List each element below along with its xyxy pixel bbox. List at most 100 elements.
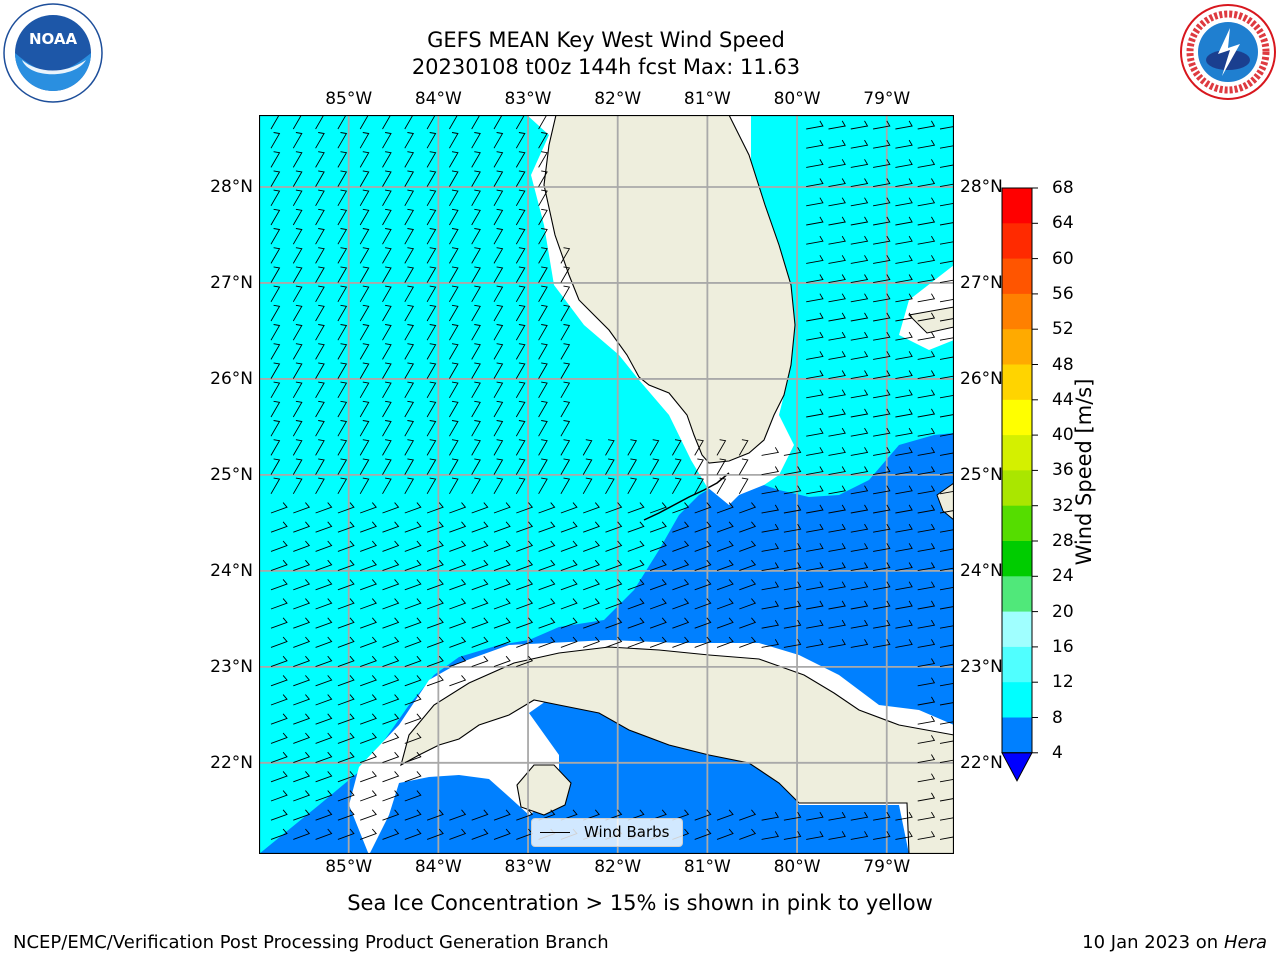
wind-barb xyxy=(939,811,954,821)
wind-barb xyxy=(293,732,311,744)
wind-barb xyxy=(270,477,281,495)
wind-barb xyxy=(828,216,846,226)
wind-barb xyxy=(315,189,325,207)
wind-barb xyxy=(360,675,377,687)
wind-barb xyxy=(315,751,333,764)
wind-barb xyxy=(873,139,891,149)
wind-barb xyxy=(360,598,377,610)
wind-barb xyxy=(850,811,869,821)
wind-barb xyxy=(850,370,869,380)
wind-barb xyxy=(493,400,504,418)
wind-barb xyxy=(426,189,437,207)
wind-barb xyxy=(404,170,415,187)
wind-barb xyxy=(359,458,370,475)
wind-barb xyxy=(404,285,415,303)
wind-barb xyxy=(359,208,370,226)
wind-barb xyxy=(806,523,824,533)
lon-tick-bottom: 83°W xyxy=(504,857,552,877)
wind-barb xyxy=(917,389,936,399)
colorbar-tick-label: 36 xyxy=(1052,460,1074,481)
wind-barb xyxy=(404,732,422,744)
wind-barb xyxy=(605,458,615,475)
wind-barb xyxy=(895,562,913,572)
lat-tick-right: 25°N xyxy=(960,464,1003,485)
lat-tick-left: 27°N xyxy=(210,272,253,293)
wind-barb xyxy=(694,828,712,840)
wind-barb xyxy=(337,189,348,207)
wind-barb xyxy=(806,408,824,418)
wind-barb xyxy=(850,159,869,168)
wind-barb xyxy=(360,559,377,572)
wind-barb xyxy=(850,831,869,840)
lon-tick-top: 81°W xyxy=(683,89,731,109)
colorbar-tick-label: 4 xyxy=(1052,742,1063,763)
wind-barb xyxy=(939,408,954,418)
wind-barb xyxy=(873,312,891,322)
wind-barb xyxy=(716,617,734,629)
wind-barb xyxy=(382,247,392,264)
wind-barb xyxy=(293,655,311,668)
wind-barb xyxy=(449,540,467,552)
wind-barb xyxy=(270,151,281,168)
wind-barb xyxy=(382,400,392,418)
wind-barb xyxy=(917,178,936,188)
wind-barb xyxy=(583,636,600,648)
wind-barb xyxy=(560,502,578,514)
wind-barb xyxy=(739,828,757,840)
wind-barb xyxy=(382,617,400,629)
wind-barb xyxy=(560,362,571,379)
wind-barb xyxy=(694,521,712,533)
wind-barb xyxy=(293,713,311,725)
wind-barb xyxy=(449,170,459,187)
wind-barb xyxy=(560,381,571,399)
wind-barb xyxy=(828,312,846,322)
wind-barb xyxy=(738,439,749,456)
wind-barb xyxy=(672,559,690,572)
wind-barb xyxy=(761,543,780,552)
wind-barb xyxy=(738,477,749,495)
colorbar-tick-label: 48 xyxy=(1052,354,1074,375)
wind-barb xyxy=(337,502,355,514)
wind-barb xyxy=(471,559,489,572)
wind-barb xyxy=(426,420,437,437)
wind-barb xyxy=(382,598,400,610)
wind-barb xyxy=(359,247,370,264)
lon-tick-bottom: 80°W xyxy=(773,857,821,877)
colorbar-segment xyxy=(1002,258,1032,295)
wind-barb xyxy=(471,343,481,360)
wind-barb xyxy=(828,619,846,629)
wind-barb xyxy=(449,285,459,303)
wind-barb xyxy=(270,790,288,802)
colorbar-extend-arrow xyxy=(1001,752,1033,782)
wind-barb xyxy=(337,771,355,783)
wind-barb xyxy=(627,521,645,533)
colorbar-segment xyxy=(1002,505,1032,542)
wind-barb xyxy=(538,420,548,437)
wind-barb xyxy=(917,159,936,168)
wind-barb xyxy=(315,343,325,360)
wind-barb xyxy=(806,255,824,264)
wind-barb xyxy=(493,115,503,130)
wind-barb xyxy=(828,139,846,149)
wind-barb xyxy=(449,208,459,226)
wind-barb xyxy=(516,617,534,629)
wind-barb xyxy=(850,351,869,360)
wind-barb xyxy=(404,189,415,207)
wind-barb xyxy=(806,831,824,840)
wind-barb xyxy=(360,790,377,802)
wind-barb xyxy=(449,675,467,687)
wind-barb xyxy=(761,466,780,476)
wind-barb xyxy=(516,579,534,591)
wind-barb xyxy=(515,228,526,245)
wind-barb xyxy=(337,362,348,379)
wind-barb xyxy=(583,598,600,610)
wind-barb xyxy=(270,266,281,283)
colorbar-segment xyxy=(1002,188,1032,224)
wind-barb xyxy=(583,521,600,533)
wind-barb xyxy=(382,189,392,207)
wind-barb xyxy=(850,619,869,629)
wind-barb xyxy=(337,751,355,764)
wind-barb xyxy=(515,458,526,475)
wind-barb xyxy=(917,792,936,802)
